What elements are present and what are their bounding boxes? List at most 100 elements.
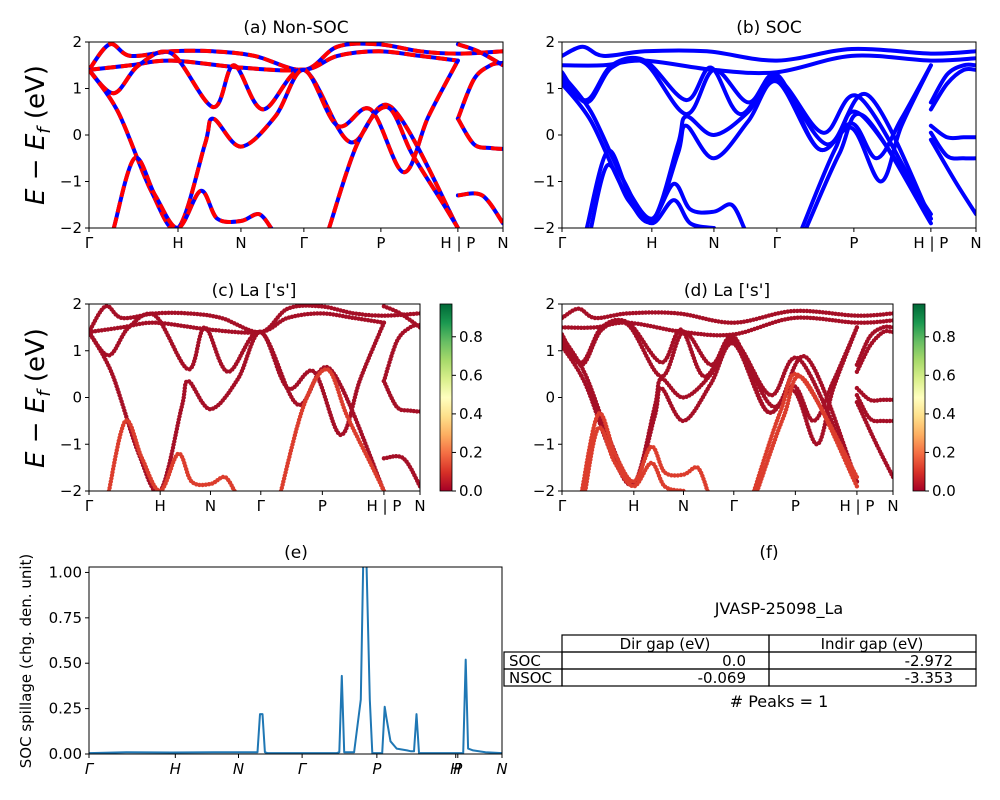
projection-point bbox=[169, 310, 174, 315]
projection-point bbox=[817, 316, 823, 321]
panel-a-ylabel: E − Ef (eV) bbox=[21, 65, 55, 205]
colorbar-tick-label: 0.8 bbox=[459, 328, 483, 346]
projection-point bbox=[827, 317, 832, 322]
projection-point bbox=[665, 310, 671, 315]
projection-point bbox=[722, 320, 728, 325]
ytick-label: 0 bbox=[545, 126, 555, 144]
projection-point bbox=[213, 328, 219, 333]
band-line-nsoc-dashed bbox=[89, 49, 460, 228]
ytick-label: −2 bbox=[533, 219, 555, 237]
material-id: JVASP-25098_La bbox=[714, 599, 843, 619]
xtick-label: N bbox=[205, 497, 216, 515]
projection-point bbox=[792, 315, 797, 321]
projection-point bbox=[884, 328, 889, 334]
projection-point bbox=[146, 320, 152, 325]
band-line bbox=[804, 112, 933, 228]
projection-point bbox=[646, 310, 652, 315]
projection-point bbox=[789, 316, 794, 321]
projection-point bbox=[817, 309, 822, 315]
projection-point bbox=[890, 474, 893, 480]
projection-point bbox=[824, 317, 829, 322]
xtick-label: Γ bbox=[773, 234, 782, 252]
band-line bbox=[89, 49, 460, 228]
colorbar-tick-label: 0.6 bbox=[932, 366, 956, 384]
projection-point bbox=[852, 320, 857, 325]
projection-point bbox=[311, 311, 317, 316]
xtick-label: H bbox=[628, 497, 639, 515]
projection-point bbox=[585, 325, 590, 330]
projection-point bbox=[871, 313, 877, 318]
projection-point bbox=[655, 392, 661, 397]
panel-a-title: (a) Non-SOC bbox=[243, 18, 348, 38]
ytick-label: −2 bbox=[60, 219, 82, 237]
ytick-label: 2 bbox=[545, 295, 555, 313]
projection-point bbox=[805, 315, 810, 320]
band-line bbox=[589, 162, 716, 228]
xtick-label: N bbox=[496, 760, 507, 778]
projection-point bbox=[385, 313, 391, 318]
projection-point bbox=[354, 311, 359, 316]
projection-point bbox=[729, 320, 734, 325]
xtick-label: H bbox=[450, 760, 461, 778]
ytick-label: −1 bbox=[60, 435, 82, 453]
projection-point bbox=[182, 385, 187, 391]
xtick-label: H bbox=[170, 760, 181, 778]
projection-point bbox=[245, 330, 251, 335]
projection-point bbox=[801, 308, 806, 314]
projection-point bbox=[236, 330, 241, 335]
projection-point bbox=[798, 315, 803, 320]
projection-point bbox=[849, 320, 854, 325]
panel-d-plot: −2 −1 0 1 2 Γ H N Γ P H | P N bbox=[533, 295, 899, 515]
projection-point bbox=[692, 331, 697, 336]
band-line bbox=[584, 148, 747, 228]
xtick-label: P bbox=[318, 497, 327, 515]
ytick-label: 2 bbox=[545, 33, 555, 51]
projection-point bbox=[725, 320, 731, 325]
projection-point bbox=[814, 309, 819, 314]
xtick-label: N bbox=[678, 497, 689, 515]
projection-point bbox=[582, 325, 587, 330]
projection-point bbox=[878, 319, 883, 324]
projection-point bbox=[197, 482, 202, 488]
projection-point bbox=[176, 310, 181, 316]
projection-point bbox=[884, 318, 889, 324]
xtick-label: N bbox=[497, 234, 508, 252]
projection-point bbox=[239, 330, 244, 335]
projection-point bbox=[414, 311, 419, 316]
projection-point bbox=[223, 329, 228, 334]
projection-point bbox=[735, 320, 740, 325]
projection-point bbox=[854, 474, 860, 480]
ytick-label: 1 bbox=[72, 80, 82, 98]
axes-frame bbox=[561, 41, 977, 229]
projection-point bbox=[795, 308, 800, 314]
xtick-label: N bbox=[708, 234, 719, 252]
ytick-label: 2 bbox=[72, 33, 82, 51]
projection-point bbox=[878, 397, 883, 403]
projection-point bbox=[795, 315, 800, 320]
projection-point bbox=[672, 473, 677, 478]
projection-point bbox=[640, 310, 645, 315]
projection-point bbox=[732, 320, 737, 325]
projection-point bbox=[798, 308, 803, 313]
projection-point bbox=[181, 395, 186, 400]
xtick-label: N bbox=[887, 497, 898, 515]
projection-point bbox=[226, 329, 231, 334]
projection-point bbox=[305, 311, 310, 317]
cell-soc-indir-gap: -2.972 bbox=[905, 652, 953, 670]
projection-point bbox=[890, 325, 893, 330]
projection-point bbox=[579, 325, 584, 330]
band-line-nsoc-dashed bbox=[457, 42, 503, 68]
band-line bbox=[928, 62, 976, 105]
band-line-nsoc-dashed bbox=[111, 155, 273, 228]
projection-point bbox=[865, 320, 870, 325]
projection-point bbox=[884, 397, 889, 402]
projection-point bbox=[653, 310, 658, 315]
projection-point bbox=[887, 418, 892, 424]
xtick-label: Γ bbox=[85, 234, 94, 252]
projection-point bbox=[859, 320, 864, 325]
projection-point bbox=[595, 315, 601, 321]
band-line bbox=[928, 130, 976, 161]
projection-point bbox=[417, 311, 420, 316]
projection-point bbox=[408, 311, 413, 317]
ytick-label: 1 bbox=[72, 342, 82, 360]
